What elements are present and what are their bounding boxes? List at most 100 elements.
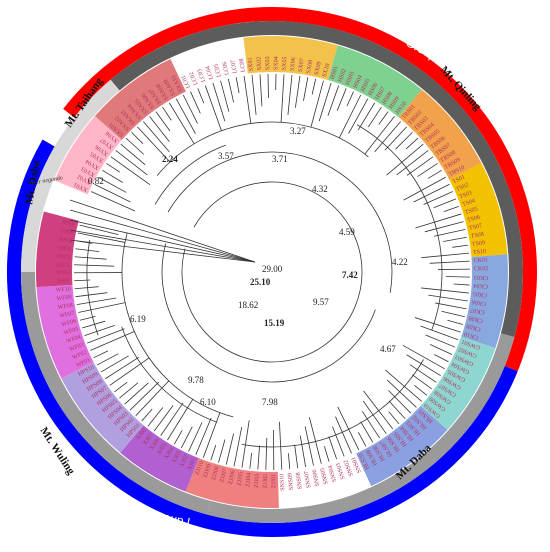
- tip-sx02: SX02: [256, 57, 263, 71]
- tip-ck09: CK09: [466, 322, 481, 332]
- tip-ck01: CK01: [474, 257, 489, 264]
- terminal-branch: [76, 297, 117, 305]
- clade-band-sns: [277, 453, 372, 508]
- terminal-branch: [357, 102, 376, 131]
- clade-band-zjj: [185, 458, 279, 508]
- terminal-branch: [403, 176, 446, 201]
- tip-xs06: XS06: [59, 235, 73, 243]
- outgroup-branch: [69, 239, 256, 263]
- clade-band-ts: [449, 163, 508, 257]
- tip-ts09: TS09: [472, 240, 486, 248]
- terminal-branch: [225, 433, 235, 465]
- internal-arc: [86, 239, 99, 336]
- terminal-branch: [147, 407, 164, 427]
- terminal-branch: [227, 78, 235, 103]
- value-0-82: 0.82: [88, 176, 104, 186]
- clade-band-xy: [54, 116, 122, 195]
- mt-wuling-band: [21, 271, 211, 515]
- terminal-branch: [259, 74, 263, 107]
- tip-lc07: LC07: [230, 59, 238, 74]
- terminal-branch: [409, 364, 437, 383]
- internal-arc: [181, 181, 363, 363]
- tip-ck08: CK08: [468, 314, 483, 323]
- terminal-branch: [395, 132, 413, 150]
- tip-zjj10: ZJJ10: [194, 461, 205, 477]
- tip-zjj02: ZJJ02: [263, 474, 269, 489]
- group-ii-arc: [63, 7, 537, 372]
- clade-band-sxa: [94, 58, 186, 140]
- tip-sx07: SX07: [298, 58, 306, 72]
- mt-daba-band-right: [207, 333, 515, 523]
- terminal-branch: [318, 82, 332, 122]
- terminal-branch: [74, 279, 91, 282]
- terminal-branch: [162, 106, 172, 121]
- internal-arc: [356, 124, 443, 331]
- terminal-branch: [120, 143, 146, 166]
- outgroup-branch: [69, 209, 256, 263]
- terminal-branch: [204, 85, 222, 131]
- terminal-branch: [93, 350, 109, 359]
- tip-ts08: TS08: [470, 232, 484, 240]
- tip-wf02: WF02: [72, 350, 88, 361]
- terminal-branch: [160, 402, 184, 436]
- internal-arc: [241, 359, 424, 448]
- terminal-branch: [414, 317, 461, 333]
- tip-lc05: LC05: [213, 63, 222, 78]
- clade-band-lc: [170, 37, 248, 92]
- value-3-71: 3.71: [272, 154, 288, 164]
- terminal-branch: [115, 150, 148, 176]
- terminal-branch: [299, 435, 307, 468]
- tip-zjj05: ZJJ05: [237, 471, 245, 486]
- clade-band-xs: [35, 211, 79, 288]
- value-4-59: 4.59: [339, 227, 355, 237]
- tip-xs08: XS08: [62, 218, 77, 227]
- tip-sns03: SNS03: [335, 462, 346, 480]
- terminal-branch: [81, 320, 106, 329]
- tip-xj03: XJ03: [171, 450, 182, 464]
- terminal-branch: [84, 324, 115, 336]
- terminal-branch: [406, 354, 441, 377]
- terminal-branch: [346, 91, 354, 107]
- terminal-branch: [114, 381, 128, 393]
- value-29-00: 29.00: [262, 264, 283, 274]
- terminal-branch: [287, 453, 291, 470]
- tip-ck02: CK02: [474, 266, 488, 272]
- tip-sns10: SNS10: [279, 474, 286, 491]
- tip-xj04: XJ04: [164, 446, 175, 460]
- tip-sns04: SNS04: [328, 464, 339, 482]
- outgroup-branch: [69, 229, 256, 263]
- terminal-branch: [241, 420, 250, 468]
- terminal-branch: [109, 357, 150, 386]
- tip-xy01: XY01: [73, 181, 89, 192]
- terminal-branch: [402, 344, 445, 370]
- terminal-branch: [433, 198, 457, 209]
- clade-band-hls: [356, 405, 448, 487]
- tip-hs03: HS03: [345, 71, 356, 86]
- terminal-branch: [443, 236, 467, 242]
- terminal-branch: [173, 430, 183, 445]
- terminal-branch: [235, 77, 240, 94]
- terminal-branch: [363, 390, 394, 430]
- tip-zjj04: ZJJ04: [245, 472, 253, 487]
- terminal-branch: [220, 80, 230, 112]
- terminal-branch: [135, 380, 170, 416]
- terminal-branch: [153, 405, 174, 432]
- terminal-branch: [385, 369, 423, 402]
- tip-ck06: CK06: [471, 298, 486, 306]
- internal-arc: [121, 326, 218, 423]
- clade-band-ck: [461, 254, 508, 349]
- terminal-branch: [202, 412, 221, 458]
- tip-lc02: LC02: [189, 71, 200, 86]
- terminal-branch: [197, 88, 205, 104]
- terminal-branch: [421, 252, 470, 259]
- tip-ck04: CK04: [473, 282, 488, 289]
- tip-ck07: CK07: [470, 306, 485, 315]
- terminal-branch: [415, 213, 462, 229]
- value-7-42: 7.42: [342, 270, 358, 280]
- value-6-10: 6.10: [200, 397, 216, 407]
- terminal-branch: [443, 205, 459, 213]
- terminal-branch: [101, 169, 123, 183]
- clade-bands: [35, 36, 508, 508]
